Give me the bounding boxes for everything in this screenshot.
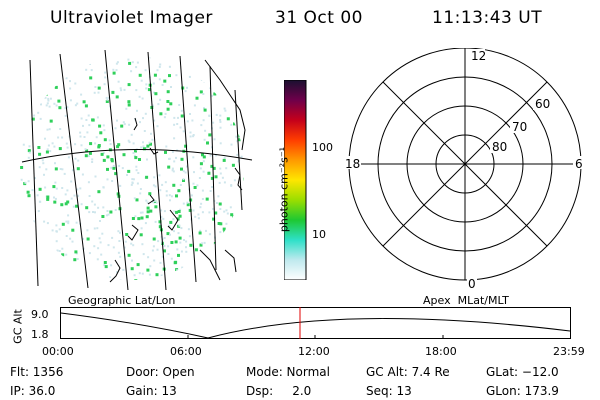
- time-label: 11:13:43 UT: [432, 8, 543, 28]
- x-tick-0000: 00:00: [42, 345, 74, 358]
- colorbar: [284, 80, 307, 280]
- colorbar-tick-10: 10: [312, 228, 326, 241]
- instrument-title: Ultraviolet Imager: [50, 8, 213, 28]
- mlat-label-60: 60: [535, 97, 550, 111]
- altitude-axis-title: GC Alt: [11, 309, 25, 344]
- flight-number: Flt: 1356: [10, 365, 64, 379]
- x-tick-1800: 18:00: [425, 345, 457, 358]
- gc-altitude: GC Alt: 7.4 Re: [366, 365, 450, 379]
- map-caption: Geographic Lat/Lon: [68, 294, 176, 307]
- coastlines: [109, 59, 246, 283]
- uv-emission-dots: [20, 56, 244, 280]
- x-tick-0600: 06:00: [170, 345, 202, 358]
- display-value: Dsp: 2.0: [246, 384, 312, 398]
- ip-value: IP: 36.0: [10, 384, 56, 398]
- mlat-label-70: 70: [512, 120, 527, 134]
- colorbar-tick-100: 100: [312, 141, 333, 154]
- gain-value: Gain: 13: [126, 384, 177, 398]
- sequence-value: Seq: 13: [366, 384, 412, 398]
- mlt-label-12: 12: [471, 49, 486, 63]
- mlt-label-18: 18: [345, 157, 360, 171]
- uv-image-map: [20, 50, 253, 291]
- colorbar-unit-label: photon cm⁻²s⁻¹: [277, 146, 291, 233]
- map-gridlines: [21, 50, 253, 291]
- door-status: Door: Open: [126, 365, 195, 379]
- x-tick-1200: 12:00: [298, 345, 330, 358]
- altitude-tick-high: 9.0: [31, 308, 49, 321]
- mlat-label-80: 80: [492, 140, 507, 154]
- mode-status: Mode: Normal: [246, 365, 330, 379]
- polar-caption: Apex MLat/MLT: [423, 294, 509, 307]
- geo-longitude: GLon: 173.9: [486, 384, 559, 398]
- geo-latitude: GLat: −12.0: [486, 365, 559, 379]
- x-tick-2359: 23:59: [553, 345, 585, 358]
- polar-mlat-mlt-plot: 12 0 18 6 60 70 80: [343, 48, 585, 291]
- date-label: 31 Oct 00: [275, 8, 363, 28]
- altitude-tick-low: 1.8: [31, 328, 49, 341]
- altitude-curve: [60, 312, 571, 339]
- altitude-plot: [60, 307, 571, 339]
- mlt-label-6: 6: [575, 157, 583, 171]
- mlt-label-0: 0: [468, 277, 476, 291]
